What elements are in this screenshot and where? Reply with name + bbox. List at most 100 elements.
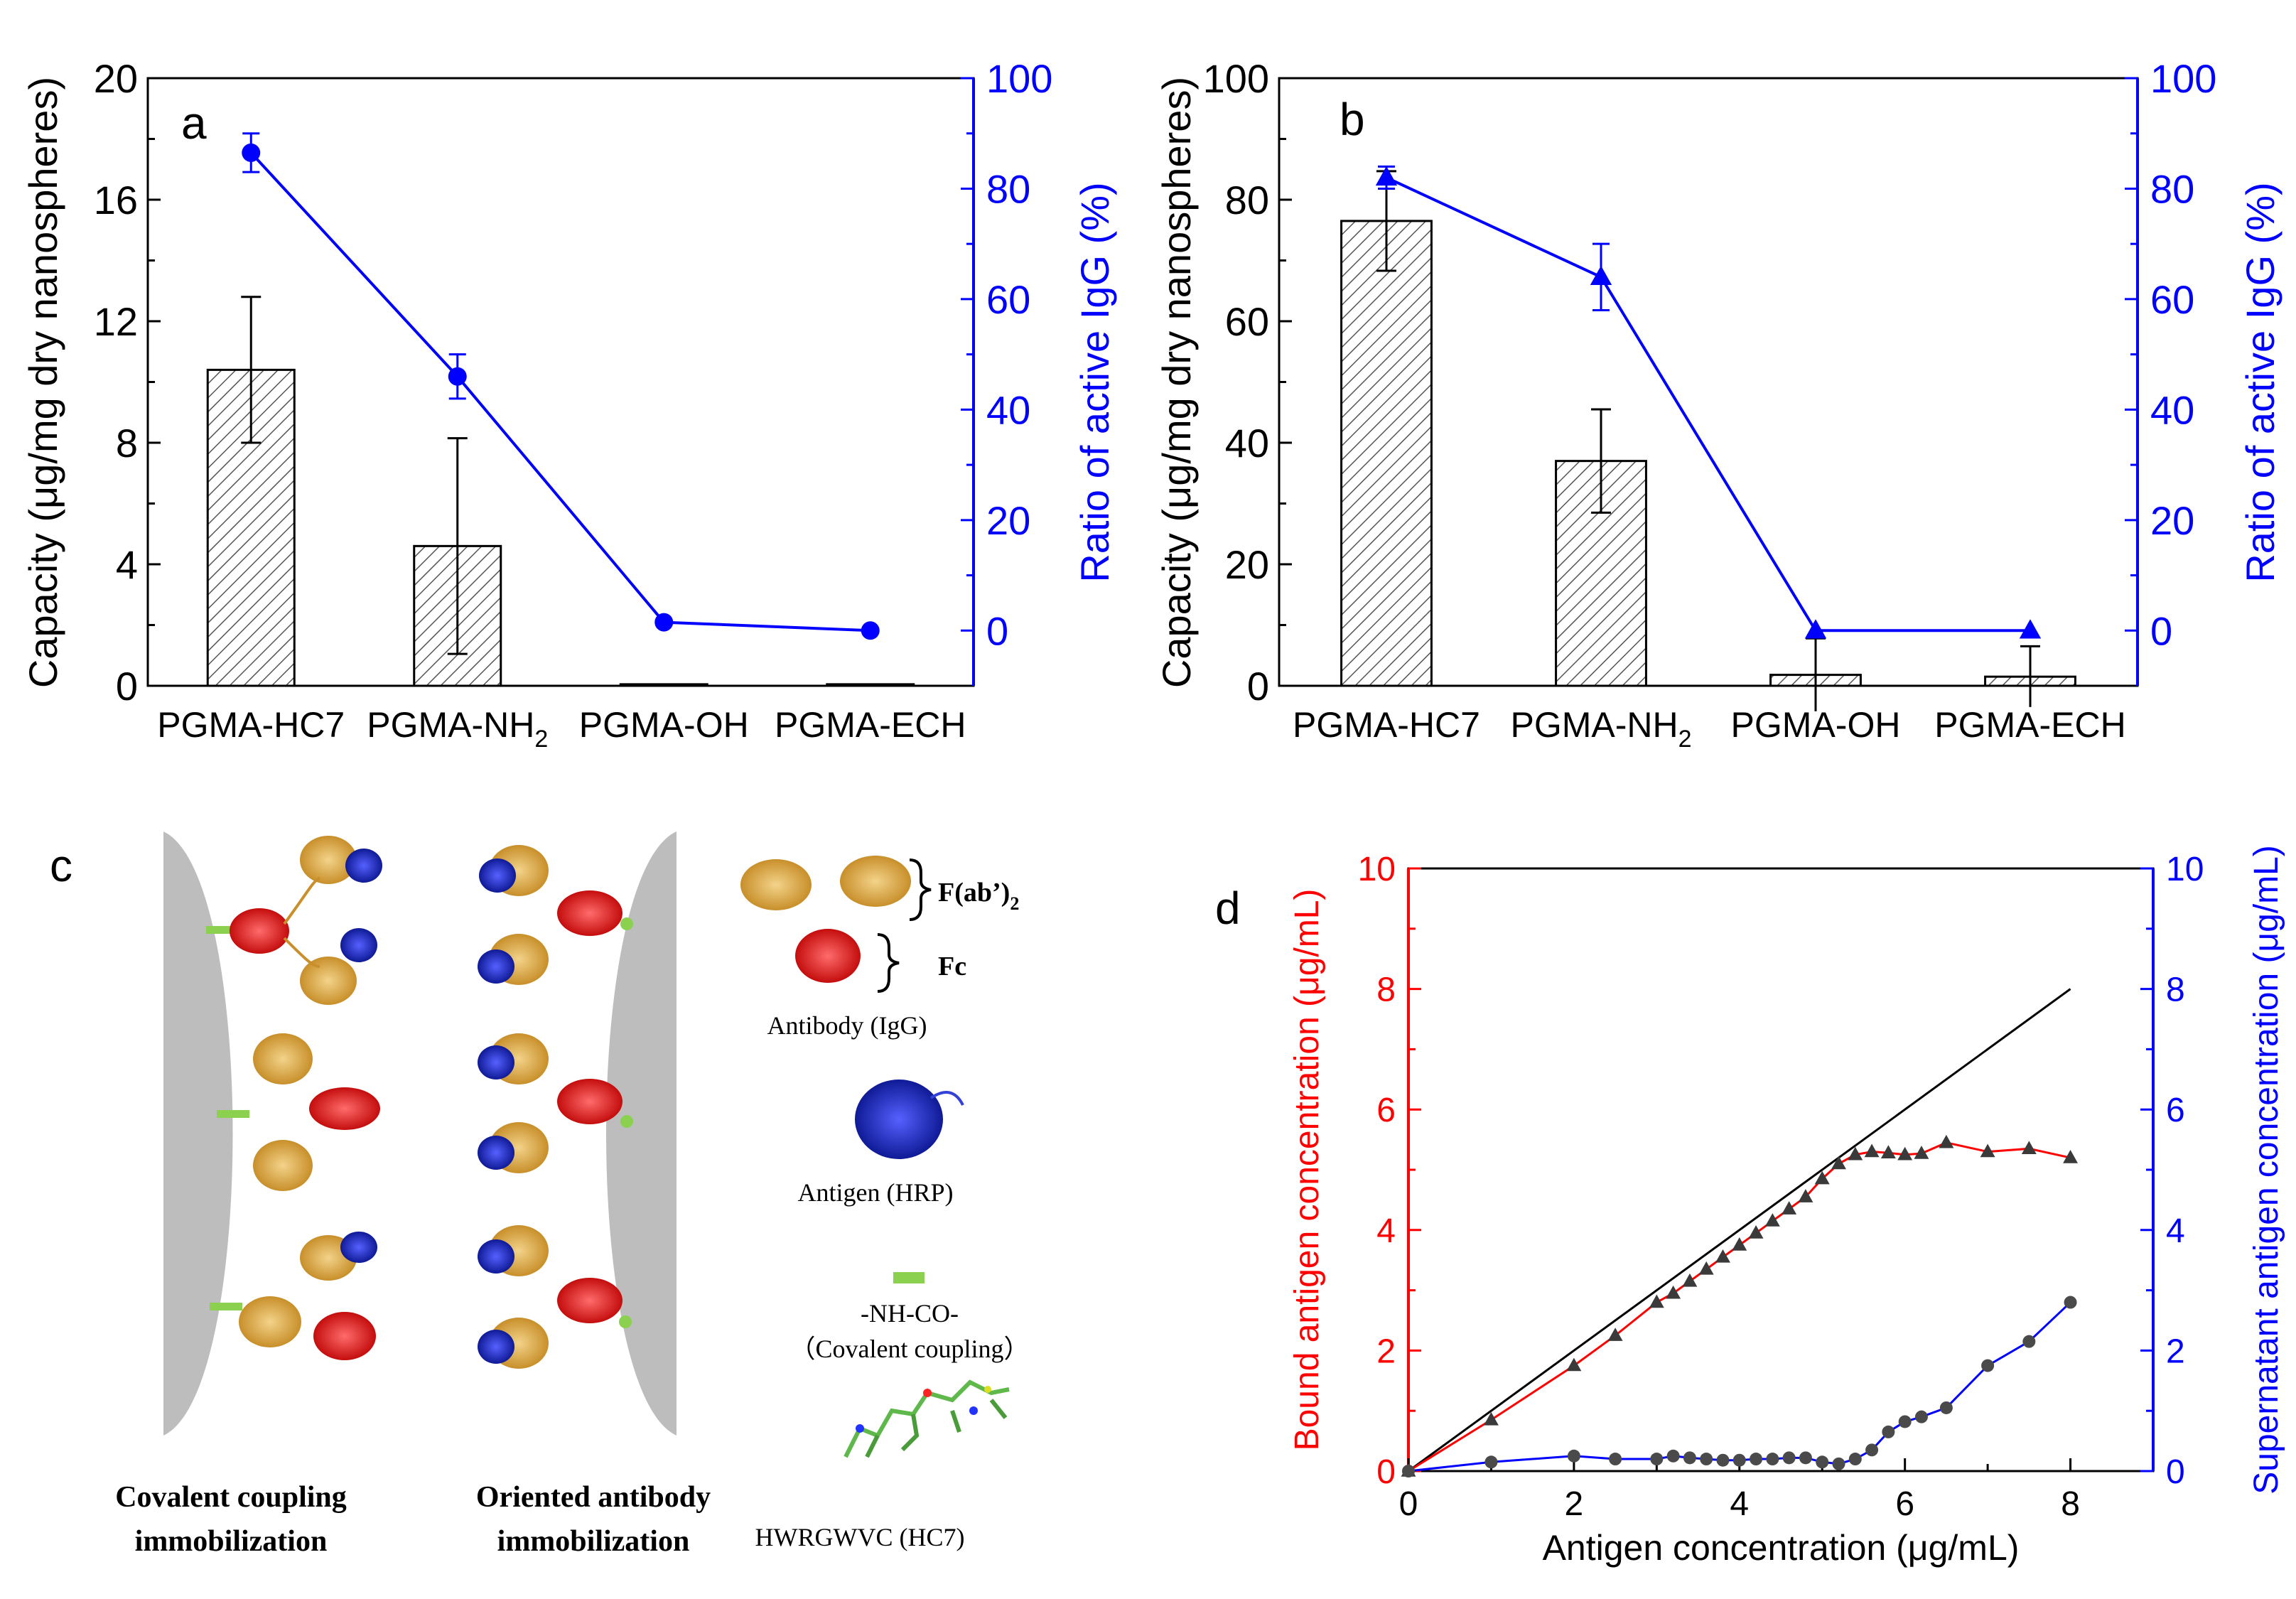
oriented-antibody-3 — [478, 1225, 632, 1369]
left-tick-label: 0 — [1247, 664, 1269, 709]
fc-domain — [313, 1312, 376, 1360]
antigen-domain — [345, 849, 382, 883]
panel-b-ratio-series — [1375, 165, 2042, 639]
category-label-text: PGMA-OH — [1731, 705, 1901, 745]
category-label-text: PGMA-NH — [367, 705, 534, 745]
antigen-domain — [478, 949, 514, 984]
panel-b-y2label: Ratio of active IgG (%) — [2238, 182, 2282, 582]
linker-icon — [893, 1272, 925, 1283]
category-label: PGMA-OH — [579, 705, 749, 745]
supernatant-antigen-line — [1408, 1301, 2071, 1473]
category-label-text: PGMA-NH — [1510, 705, 1678, 745]
left-tick-label: 20 — [1225, 542, 1269, 587]
right-tick-label: 4 — [2166, 1212, 2185, 1250]
oriented-antibody-1 — [478, 845, 633, 985]
category-label: PGMA-OH — [1731, 705, 1901, 745]
category-label-text: PGMA-HC7 — [157, 705, 345, 745]
ratio-line — [1386, 176, 2030, 632]
supernatant-antigen-point — [1567, 1449, 1580, 1463]
bound-antigen-point — [1939, 1134, 1954, 1148]
covalent-antibody-3 — [210, 1232, 377, 1360]
category-label: PGMA-HC7 — [157, 705, 345, 745]
left-tick-label: 8 — [1376, 971, 1396, 1009]
right-tick-label: 8 — [2166, 971, 2185, 1009]
right-tick-label: 20 — [986, 498, 1030, 543]
bound-antigen-point — [1764, 1213, 1780, 1227]
right-tick-label: 20 — [2150, 498, 2194, 543]
peptide-ligand — [619, 1315, 632, 1328]
antigen-domain — [340, 928, 377, 962]
oriented-title-line1: Oriented antibody — [476, 1481, 711, 1514]
bound-antigen-point — [1566, 1357, 1582, 1372]
x-tick-label: 6 — [1895, 1485, 1914, 1523]
bound-antigen-point — [1715, 1249, 1730, 1263]
right-tick-label: 0 — [986, 608, 1008, 653]
left-tick-label: 40 — [1225, 421, 1269, 465]
x-tick-label: 2 — [1565, 1485, 1584, 1523]
supernatant-antigen-point — [1898, 1415, 1912, 1428]
bound-antigen-point — [1666, 1285, 1681, 1299]
hinge — [283, 876, 321, 968]
fc-label: Fc — [938, 952, 966, 981]
left-tick-label: 4 — [1376, 1212, 1396, 1250]
supernatant-antigen-point — [1939, 1401, 1953, 1414]
fc-domain — [309, 1087, 380, 1130]
supernatant-antigen-point — [1750, 1453, 1763, 1466]
supernatant-antigen-point — [1865, 1443, 1879, 1457]
peptide-atom — [984, 1386, 991, 1393]
panel-a-label: a — [181, 97, 207, 149]
left-tick-label: 20 — [94, 56, 138, 101]
right-tick-label: 100 — [986, 56, 1052, 101]
right-tick-label: 40 — [2150, 387, 2194, 432]
peptide-ligand — [620, 1115, 633, 1128]
fc-domain — [795, 929, 861, 983]
category-label-subscript: 2 — [1678, 726, 1692, 753]
peptide-icon — [844, 1379, 1010, 1458]
ratio-point — [861, 621, 880, 640]
supernatant-antigen-point — [2064, 1296, 2077, 1309]
right-tick-label: 80 — [986, 166, 1030, 211]
peptide-atom — [969, 1406, 978, 1415]
fab-domain — [300, 836, 357, 884]
antigen-domain — [478, 1330, 514, 1364]
x-tick-label: 0 — [1399, 1485, 1418, 1523]
x-tick-label: 8 — [2061, 1485, 2080, 1523]
right-tick-label: 100 — [2150, 56, 2216, 101]
panel-b: 0 20 40 60 80 100 0 20 40 60 80 100 PGMA-HC7 PGMA-NH2… — [1154, 56, 2282, 753]
left-tick-label: 80 — [1225, 178, 1269, 222]
panel-b-label: b — [1340, 94, 1365, 145]
right-tick-label: 60 — [2150, 277, 2194, 322]
left-tick-label: 16 — [94, 178, 138, 222]
peptide-ligand — [620, 917, 633, 930]
panel-d-ylabel: Bound antigen concentration (μg/mL) — [1288, 889, 1326, 1451]
category-label: PGMA-NH2 — [367, 705, 548, 753]
antigen-domain — [479, 858, 516, 893]
left-tick-label: 100 — [1203, 56, 1269, 101]
category-label: PGMA-HC7 — [1293, 705, 1480, 745]
supernatant-antigen-point — [1700, 1453, 1713, 1466]
reference-line — [1408, 988, 2071, 1473]
fc-brace — [877, 933, 900, 993]
panel-d-label: d — [1215, 883, 1241, 934]
fab-domain — [239, 1296, 301, 1347]
ratio-line — [249, 151, 871, 632]
panel-a-ratio-series — [242, 132, 880, 640]
ratio-point — [242, 143, 261, 162]
panel-d-xlabel: Antigen concentration (μg/mL) — [1543, 1528, 2020, 1568]
category-label-text: PGMA-ECH — [775, 705, 966, 745]
bound-antigen-point — [1814, 1170, 1830, 1185]
fab-domain — [253, 1140, 313, 1191]
fab-label-sub: 2 — [1010, 893, 1019, 914]
category-label: PGMA-ECH — [775, 705, 966, 745]
peptide-atom — [923, 1389, 932, 1397]
supernatant-antigen-point — [1799, 1451, 1812, 1465]
bound-antigen-point — [1682, 1273, 1698, 1287]
legend-linker: -NH-CO- （Covalent coupling） — [790, 1272, 1029, 1363]
oriented-antibody-group — [478, 845, 633, 1369]
bound-antigen-point — [1914, 1146, 1929, 1159]
left-tick-label: 60 — [1225, 299, 1269, 344]
capacity-bar — [619, 683, 708, 687]
fc-domain — [557, 1079, 622, 1124]
bound-antigen-point — [1980, 1143, 1995, 1158]
